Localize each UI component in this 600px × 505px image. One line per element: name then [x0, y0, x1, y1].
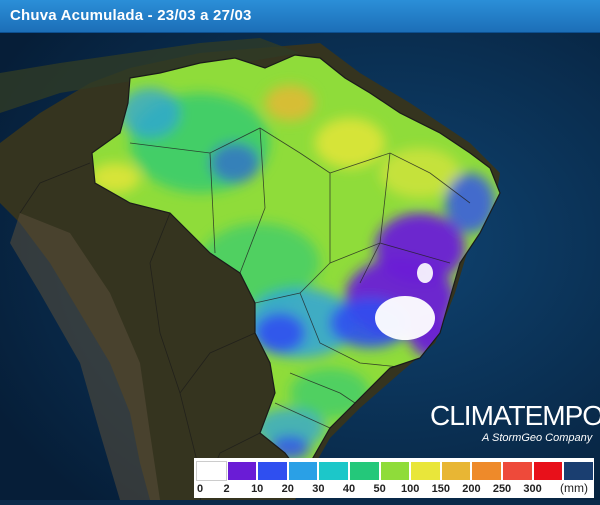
legend-swatch	[226, 461, 258, 481]
legend-swatch	[502, 461, 533, 481]
map-title: Chuva Acumulada - 23/03 a 27/03	[10, 7, 252, 24]
legend-tick: 40	[342, 483, 356, 495]
brand-subtitle: A StormGeo Company	[482, 432, 593, 444]
legend-swatch	[410, 461, 441, 481]
brand-logo: CLIMATEMPO A StormGeo Company	[430, 400, 600, 444]
max-rain-area	[375, 296, 435, 340]
legend-swatch	[318, 461, 349, 481]
rain-map	[0, 33, 600, 501]
legend-tick: 100	[401, 483, 420, 495]
legend-swatch	[257, 461, 288, 481]
legend-tick: 2	[223, 483, 230, 495]
legend-swatch	[287, 461, 319, 481]
legend-tick: 0	[196, 483, 204, 495]
legend-swatch	[379, 461, 411, 481]
andes	[10, 213, 160, 500]
legend-swatch	[196, 461, 227, 481]
brazil-border	[91, 54, 501, 474]
legend-tick: 300	[523, 483, 542, 495]
legend-unit: (mm)	[560, 481, 588, 495]
map-svg	[0, 33, 600, 501]
color-legend: (mm) 0 2 10 20 30 40 50 100 150 200 250 300	[194, 458, 594, 498]
legend-tick: 50	[373, 483, 386, 495]
legend-tick: 30	[312, 483, 325, 495]
legend-swatch	[563, 461, 594, 481]
legend-tick: 150	[431, 483, 450, 495]
legend-swatch	[532, 461, 564, 481]
legend-swatch	[440, 461, 472, 481]
legend-swatch	[349, 461, 380, 481]
legend-tick: 250	[492, 483, 512, 495]
legend-tick: 20	[281, 483, 294, 495]
legend-swatch	[471, 461, 502, 481]
state-borders	[129, 127, 471, 429]
title-bar: Chuva Acumulada - 23/03 a 27/03	[0, 0, 600, 33]
legend-tick: 10	[251, 483, 264, 495]
legend-tick: 200	[462, 483, 481, 495]
brand-name: CLIMATEMPO	[430, 400, 600, 431]
